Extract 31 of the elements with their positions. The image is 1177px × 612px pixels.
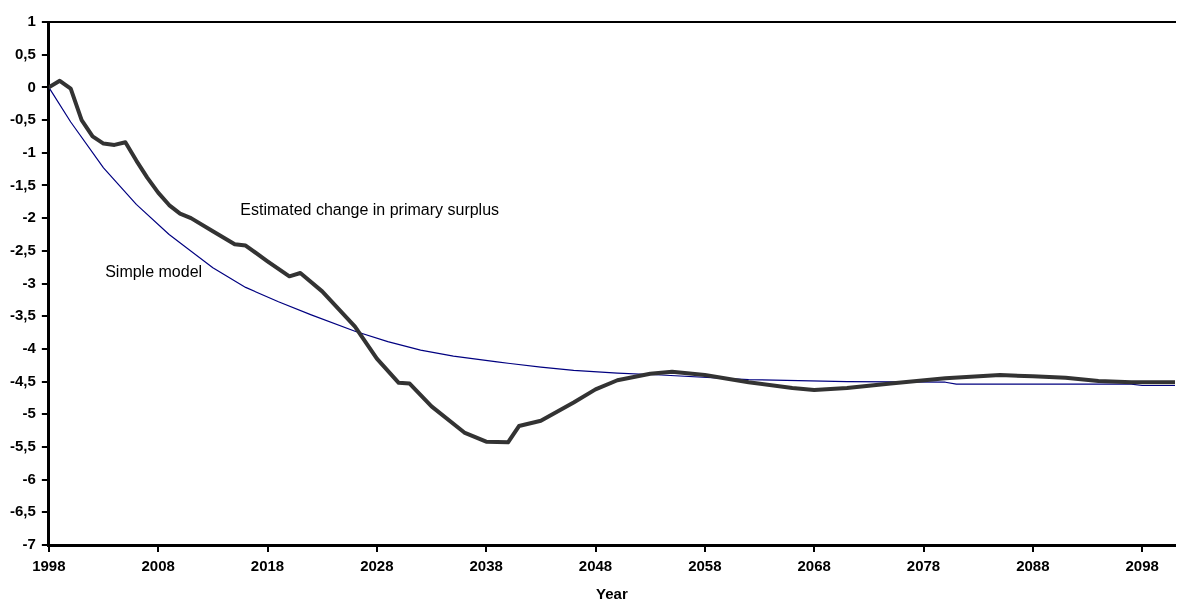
x-tick-label: 2048 <box>578 557 613 575</box>
y-tick-label: -2 <box>22 208 36 226</box>
y-tick-label: -4,5 <box>9 371 36 389</box>
series-label: Estimated change in primary surplus <box>240 200 500 218</box>
y-tick-label: -7 <box>22 535 36 553</box>
x-tick-label: 2028 <box>360 557 394 575</box>
series-label: Simple model <box>105 263 203 281</box>
y-tick-label: -1,5 <box>9 175 36 193</box>
x-tick-label: 2068 <box>797 557 831 575</box>
x-tick-label: 2088 <box>1016 557 1050 575</box>
y-tick-label: 0 <box>27 77 36 95</box>
y-tick-label: -6 <box>22 469 36 487</box>
x-tick-label: 2078 <box>906 557 941 575</box>
x-tick-label: 2038 <box>469 557 503 575</box>
x-tick-label: 2018 <box>250 557 285 575</box>
y-tick-label: -5,5 <box>9 437 36 455</box>
x-tick-label: 1998 <box>32 557 66 575</box>
y-tick-label: 0,5 <box>14 44 36 62</box>
x-tick-label: 2098 <box>1125 557 1159 575</box>
y-tick-label: -2,5 <box>9 240 36 258</box>
x-tick-label: 2058 <box>688 557 722 575</box>
x-tick-label: 2008 <box>141 557 175 575</box>
y-tick-label: -6,5 <box>9 502 36 520</box>
y-tick-label: -3,5 <box>9 306 36 324</box>
y-tick-label: 1 <box>27 12 36 30</box>
y-tick-label: -4 <box>22 339 37 357</box>
x-axis-title: Year <box>596 585 628 603</box>
y-tick-label: -1 <box>22 142 36 160</box>
y-tick-label: -3 <box>22 273 36 291</box>
y-tick-label: -0,5 <box>9 110 36 128</box>
y-tick-label: -5 <box>22 404 36 422</box>
